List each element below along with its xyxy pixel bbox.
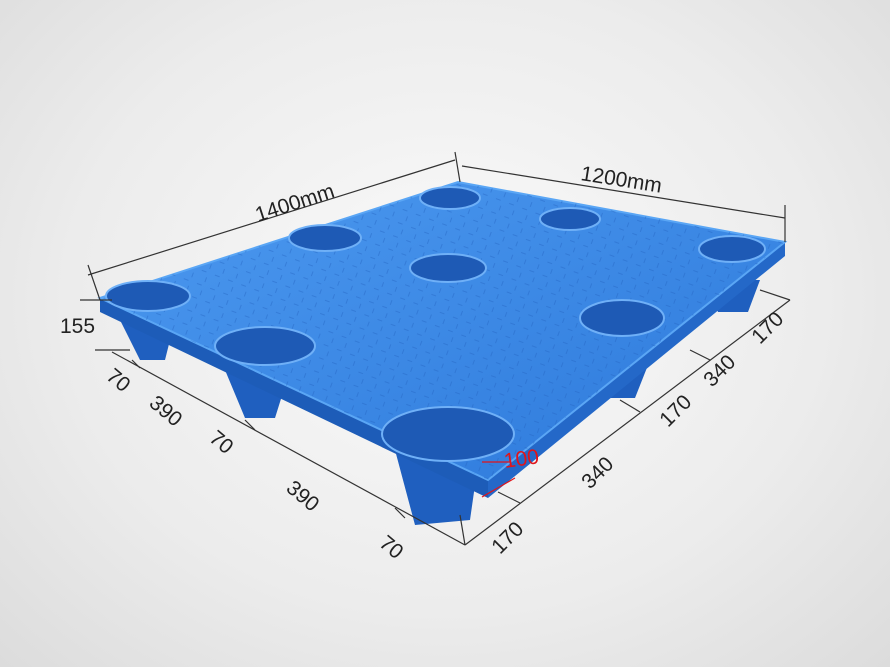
pallet-cup-holes bbox=[105, 186, 766, 462]
right-segment-label: 340 bbox=[577, 452, 618, 493]
left-segment-label: 70 bbox=[102, 364, 135, 397]
dimension-lines bbox=[80, 151, 791, 546]
left-segment-label: 70 bbox=[375, 531, 408, 564]
leg-height-label: 100 bbox=[502, 445, 540, 473]
left-segment-label: 390 bbox=[282, 476, 324, 516]
width-label: 1200mm bbox=[579, 162, 663, 197]
left-segment-label: 390 bbox=[145, 391, 187, 431]
right-segment-label: 340 bbox=[699, 350, 740, 391]
length-label: 1400mm bbox=[252, 180, 337, 227]
left-segment-label: 70 bbox=[205, 426, 238, 459]
height-label: 155 bbox=[60, 315, 95, 338]
pallet-side-front-right bbox=[488, 242, 785, 498]
right-segment-label: 170 bbox=[747, 307, 788, 348]
